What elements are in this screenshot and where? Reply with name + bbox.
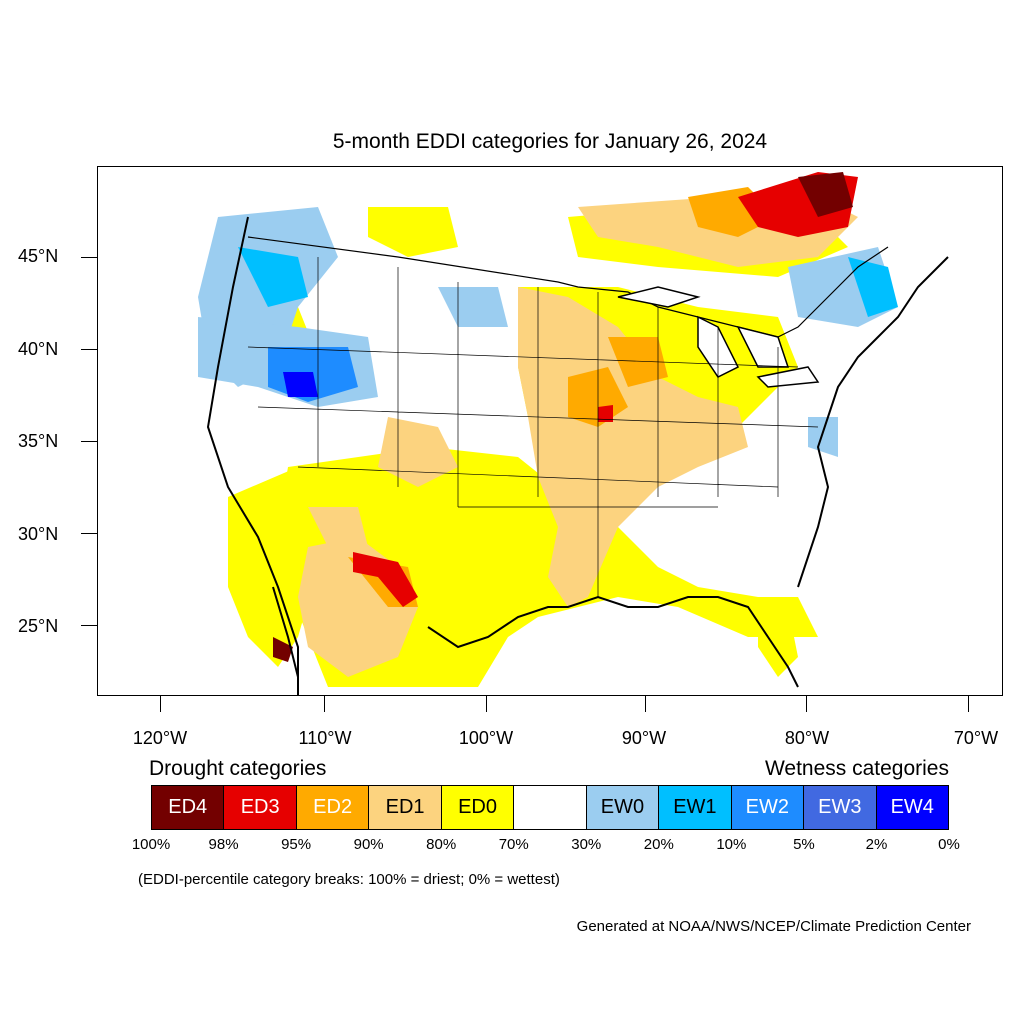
canada-border [247,236,889,338]
map-area[interactable] [97,166,1003,696]
lon-tick [486,696,487,712]
lat-tick [81,441,97,442]
lon-label-80: 80°W [784,728,830,748]
percent-break-label: 30% [571,836,602,853]
map-title: 5-month EDDI categories for January 26, … [332,130,768,153]
category-legend-bar: ED4 ED3 ED2 ED1 ED0 EW0 EW1 EW2 EW3 EW4 [151,785,949,830]
legend-cell-ew0: EW0 [586,786,660,829]
lon-label-90: 90°W [621,728,667,748]
drought-categories-heading: Drought categories [149,757,327,780]
percent-break-label: 100% [131,836,171,853]
lat-label-25: 25°N [18,616,59,636]
lon-label-120: 120°W [132,728,188,748]
percent-break-label: 10% [716,836,747,853]
lat-tick [81,625,97,626]
legend-cell-ew4: EW4 [876,786,948,829]
credit-line: Generated at NOAA/NWS/NCEP/Climate Predi… [576,918,971,935]
lon-tick [324,696,325,712]
legend-cell-ed0: ED0 [441,786,515,829]
legend-cell-ed4: ED4 [152,786,225,829]
ew4-region-utah [283,372,318,397]
lat-tick [81,257,97,258]
ew0-region-chesapeake [808,417,838,457]
us-coastline [206,216,949,695]
percent-break-label: 70% [498,836,529,853]
lon-tick [968,696,969,712]
lat-tick [81,349,97,350]
eddi-map [198,172,949,695]
ed1-region-midwest [518,287,748,607]
lat-label-45: 45°N [18,246,59,266]
percent-break-label: 2% [865,836,888,853]
ed3-region-texas [353,552,418,607]
legend-cell-ed1: ED1 [369,786,442,829]
legend-cell-neutral [514,786,587,829]
lon-tick [806,696,807,712]
ed3-region-iowa [598,405,613,422]
ew1-region-northwest [238,247,308,307]
ed4-region-baja [273,637,293,662]
category-breaks-note: (EDDI-percentile category breaks: 100% =… [138,871,560,888]
percent-break-label: 95% [281,836,312,853]
lat-label-40: 40°N [18,339,59,359]
ed0-region-north [368,207,458,257]
legend-cell-ew3: EW3 [804,786,877,829]
lat-tick [81,533,97,534]
ed0-region-south [278,447,818,687]
lon-tick [645,696,646,712]
ed0-region-florida [758,597,798,677]
lon-label-100: 100°W [458,728,514,748]
lon-label-110: 110°W [298,728,352,748]
ew1-region-newengland [848,257,898,317]
percent-break-label: 98% [208,836,239,853]
lon-tick [160,696,161,712]
percent-break-label: 5% [793,836,815,853]
percent-break-label: 80% [426,836,457,853]
lat-label-35: 35°N [18,431,59,451]
legend-cell-ed2: ED2 [296,786,370,829]
percent-break-label: 0% [938,836,960,853]
percent-break-label: 20% [643,836,674,853]
percent-break-label: 90% [353,836,384,853]
lat-label-30: 30°N [18,524,59,544]
ed2-region-wisconsin [608,337,668,387]
state-boundaries [247,257,819,597]
ed1-region-desert [308,507,368,547]
ew0-region-northernplains [438,287,508,327]
ed4-region-quebec [798,172,853,217]
legend-cell-ew1: EW1 [659,786,732,829]
legend-cell-ed3: ED3 [224,786,297,829]
legend-cell-ew2: EW2 [731,786,805,829]
lon-label-70: 70°W [953,728,999,748]
wetness-categories-heading: Wetness categories [764,757,949,780]
